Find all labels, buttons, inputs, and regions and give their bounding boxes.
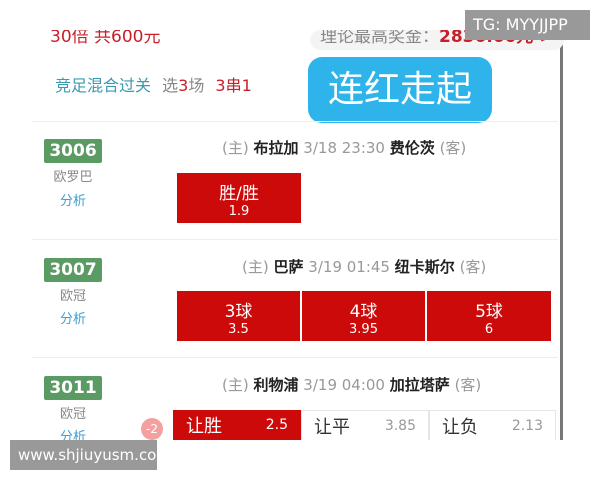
match-title: (主) 布拉加 3/18 23:30 费伦茨 (客) [222,139,467,157]
option-button[interactable]: 胜/胜 1.9 [177,173,301,223]
multiplier-text: 30倍 共600元 [50,30,161,47]
option-button[interactable]: 5球 6 [427,291,551,341]
league: 欧冠 [59,289,86,304]
match-title: (主) 利物浦 3/19 04:00 加拉塔萨 (客) [222,376,482,394]
league: 欧罗巴 [53,170,93,185]
match-title: (主) 巴萨 3/19 01:45 纽卡斯尔 (客) [242,258,487,276]
league: 欧冠 [59,407,86,422]
option-button[interactable]: 让负 2.13 [429,410,556,440]
option-button[interactable]: 让胜 2.5 [173,410,301,440]
site-watermark: www.shjiuyusm.com [10,440,171,470]
option-button[interactable]: 3球 3.5 [177,291,300,341]
option-button[interactable]: 4球 3.95 [302,291,425,341]
handicap-badge: -2 [141,418,163,440]
analysis-link[interactable]: 分析 [59,194,86,209]
play-info: 竞足混合过关 选3场 3串1 [55,76,252,95]
banner: 连红走起 [308,57,492,123]
tg-watermark: TG: MYYJJPP [465,10,590,40]
scrollbar [560,40,563,440]
match-code: 3011 [44,376,102,400]
match-code: 3007 [44,258,102,282]
option-button[interactable]: 让平 3.85 [301,410,429,440]
match-code: 3006 [44,139,102,163]
analysis-link[interactable]: 分析 [59,312,86,327]
